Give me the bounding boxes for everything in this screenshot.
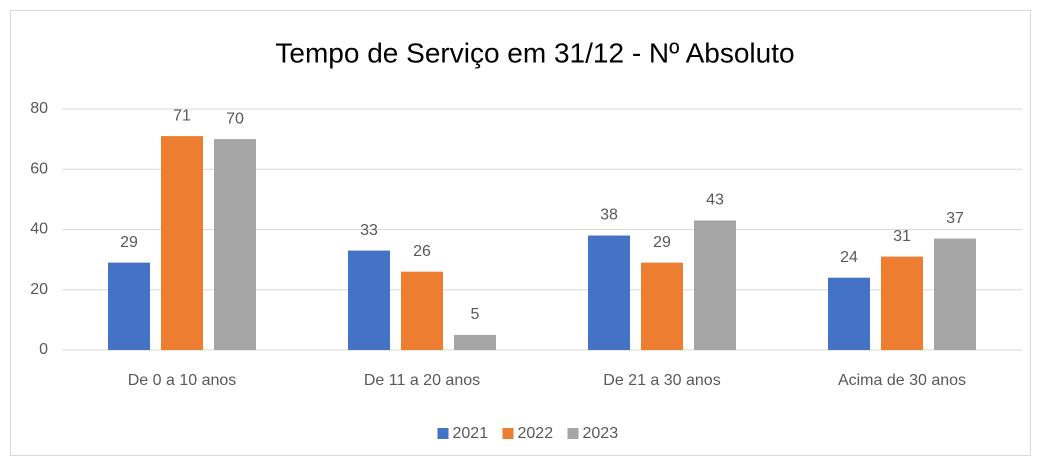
y-tick-label: 80 <box>30 100 48 117</box>
value-label: 29 <box>653 234 671 251</box>
x-tick-label: Acima de 30 anos <box>838 372 966 389</box>
y-tick-label: 40 <box>30 221 48 238</box>
legend-swatch <box>567 428 579 439</box>
legend-swatch <box>437 428 449 439</box>
value-label: 31 <box>893 228 911 245</box>
bar <box>214 139 256 350</box>
y-tick-label: 0 <box>39 341 48 358</box>
legend-label: 2023 <box>583 425 619 442</box>
value-label: 71 <box>173 107 191 124</box>
y-tick-label: 20 <box>30 281 48 298</box>
bar <box>348 250 390 350</box>
bar <box>108 262 150 350</box>
value-label: 26 <box>413 243 431 260</box>
x-tick-label: De 0 a 10 anos <box>128 372 237 389</box>
value-label: 37 <box>946 210 964 227</box>
value-label: 38 <box>600 207 618 224</box>
value-label: 5 <box>471 306 480 323</box>
bar <box>401 271 443 350</box>
y-tick-label: 60 <box>30 160 48 177</box>
bar <box>934 238 976 350</box>
legend-label: 2021 <box>453 425 489 442</box>
x-tick-label: De 21 a 30 anos <box>603 372 720 389</box>
bar <box>881 256 923 350</box>
value-label: 33 <box>360 222 378 239</box>
bar <box>641 262 683 350</box>
chart-title: Tempo de Serviço em 31/12 - Nº Absoluto <box>275 37 794 68</box>
bar <box>161 136 203 350</box>
legend-swatch <box>502 428 514 439</box>
x-tick-label: De 11 a 20 anos <box>364 372 480 389</box>
bar <box>694 220 736 350</box>
value-label: 43 <box>706 192 724 209</box>
value-label: 70 <box>226 110 244 127</box>
bar <box>454 334 496 350</box>
bar <box>828 277 870 350</box>
value-label: 29 <box>120 234 138 251</box>
value-label: 24 <box>840 249 858 266</box>
bar <box>588 235 630 350</box>
legend-label: 2022 <box>518 425 554 442</box>
